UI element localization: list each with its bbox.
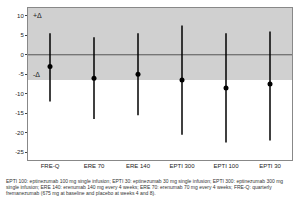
svg-text:EPTI 100: EPTI 100 bbox=[213, 163, 239, 169]
svg-text:-25: -25 bbox=[15, 149, 24, 155]
svg-text:+Δ: +Δ bbox=[33, 12, 42, 19]
svg-text:0: 0 bbox=[20, 52, 24, 58]
svg-text:FRE-Q: FRE-Q bbox=[41, 163, 60, 169]
html-text:EPTI 100: eptinezumab 100 mg s: EPTI 100: eptinezumab 100 mg single infu… bbox=[6, 178, 284, 196]
svg-text:-20: -20 bbox=[15, 130, 24, 136]
svg-text:-5: -5 bbox=[18, 71, 24, 77]
svg-text:-15: -15 bbox=[15, 110, 24, 116]
svg-text:EPTI 30: EPTI 30 bbox=[259, 163, 281, 169]
svg-text:ERE 140: ERE 140 bbox=[126, 163, 151, 169]
svg-text:EPTI 300: EPTI 300 bbox=[169, 163, 195, 169]
svg-text:ERE 70: ERE 70 bbox=[84, 163, 105, 169]
svg-text:10: 10 bbox=[17, 13, 24, 19]
svg-text:-Δ: -Δ bbox=[33, 71, 40, 78]
svg-text:-10: -10 bbox=[15, 91, 24, 97]
svg-text:5: 5 bbox=[20, 32, 24, 38]
